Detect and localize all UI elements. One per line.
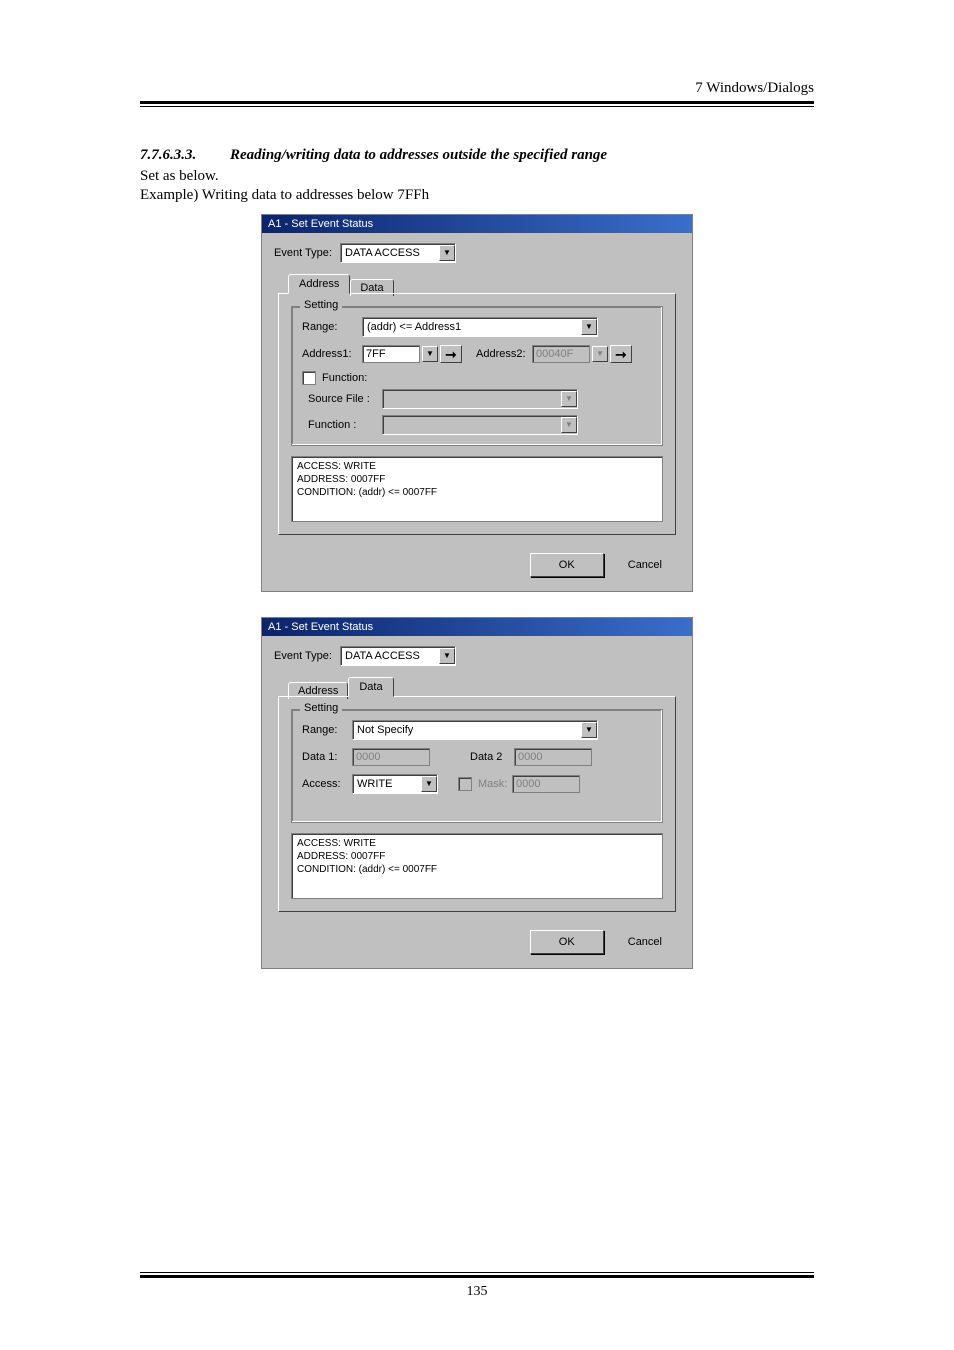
function-combo-label: Function : [308,419,382,431]
data2-label: Data 2 [470,751,514,763]
mask-input: 0000 [512,775,580,793]
status-box: ACCESS: WRITE ADDRESS: 0007FF CONDITION:… [291,833,663,899]
access-combo[interactable]: WRITE ▼ [352,774,438,794]
chevron-down-icon[interactable]: ▼ [421,776,437,792]
pointer-icon[interactable] [440,345,462,363]
tab-strip: Address Data [288,274,680,294]
range-label: Range: [302,321,362,333]
data1-label: Data 1: [302,751,352,763]
event-type-combo[interactable]: DATA ACCESS ▼ [340,646,456,666]
cancel-button[interactable]: Cancel [616,936,674,948]
range-label: Range: [302,724,352,736]
dialog-titlebar: A1 - Set Event Status [262,618,692,636]
header-rule [140,106,814,107]
source-file-combo: ▼ [382,389,578,409]
function-checkbox[interactable] [302,371,316,385]
data1-input: 0000 [352,748,430,766]
address2-label: Address2: [476,348,532,360]
chevron-down-icon[interactable]: ▼ [581,319,597,335]
pointer-icon[interactable] [610,345,632,363]
setting-legend: Setting [300,299,342,311]
body-line-2: Example) Writing data to addresses below… [140,187,814,204]
mask-label: Mask: [478,778,512,790]
event-type-value: DATA ACCESS [345,247,437,259]
status-line: ACCESS: WRITE [297,460,657,473]
range-combo[interactable]: Not Specify ▼ [352,720,598,740]
setting-groupbox: Setting Range: (addr) <= Address1 ▼ Addr… [291,306,663,446]
chevron-down-icon: ▼ [561,417,577,433]
event-type-value: DATA ACCESS [345,650,437,662]
range-value: Not Specify [357,724,579,736]
range-combo[interactable]: (addr) <= Address1 ▼ [362,317,598,337]
section-number: 7.7.6.3.3. [140,147,196,164]
tab-strip: Address Data [288,677,680,697]
cancel-button[interactable]: Cancel [616,559,674,571]
tab-data[interactable]: Data [348,677,393,697]
chevron-down-icon: ▼ [592,346,608,362]
address-tab-panel: Setting Range: (addr) <= Address1 ▼ Addr… [278,293,676,535]
setting-groupbox: Setting Range: Not Specify ▼ Data 1: 000… [291,709,663,823]
section-title: Reading/writing data to addresses outsid… [230,147,607,163]
tab-address[interactable]: Address [288,274,350,294]
chevron-down-icon[interactable]: ▼ [422,346,438,362]
chevron-down-icon[interactable]: ▼ [581,722,597,738]
address1-label: Address1: [302,348,362,360]
body-line-1: Set as below. [140,168,814,185]
function-checkbox-label: Function: [322,372,367,384]
function-combo: ▼ [382,415,578,435]
status-line: ACCESS: WRITE [297,837,657,850]
ok-button[interactable]: OK [530,930,604,954]
chevron-down-icon[interactable]: ▼ [439,648,455,664]
access-value: WRITE [357,778,419,790]
section-heading: 7.7.6.3.3. Reading/writing data to addre… [140,147,814,164]
status-line: ADDRESS: 0007FF [297,850,657,863]
address2-input: 00040F [532,345,590,363]
setting-legend: Setting [300,702,342,714]
event-type-label: Event Type: [274,247,340,259]
page-number: 135 [140,1284,814,1300]
chapter-header: 7 Windows/Dialogs [140,80,814,104]
dialog-titlebar: A1 - Set Event Status [262,215,692,233]
mask-checkbox [458,777,472,791]
chevron-down-icon: ▼ [561,391,577,407]
address1-input[interactable]: 7FF [362,345,420,363]
data-tab-panel: Setting Range: Not Specify ▼ Data 1: 000… [278,696,676,912]
set-event-status-dialog-data: A1 - Set Event Status Event Type: DATA A… [261,617,693,969]
data2-input: 0000 [514,748,592,766]
range-value: (addr) <= Address1 [367,321,579,333]
event-type-label: Event Type: [274,650,340,662]
event-type-combo[interactable]: DATA ACCESS ▼ [340,243,456,263]
status-box: ACCESS: WRITE ADDRESS: 0007FF CONDITION:… [291,456,663,522]
access-label: Access: [302,778,352,790]
page-footer: 135 [140,1272,814,1300]
set-event-status-dialog-address: A1 - Set Event Status Event Type: DATA A… [261,214,693,592]
status-line: CONDITION: (addr) <= 0007FF [297,863,657,876]
source-file-label: Source File : [308,393,382,405]
status-line: ADDRESS: 0007FF [297,473,657,486]
ok-button[interactable]: OK [530,553,604,577]
status-line: CONDITION: (addr) <= 0007FF [297,486,657,499]
chevron-down-icon[interactable]: ▼ [439,245,455,261]
